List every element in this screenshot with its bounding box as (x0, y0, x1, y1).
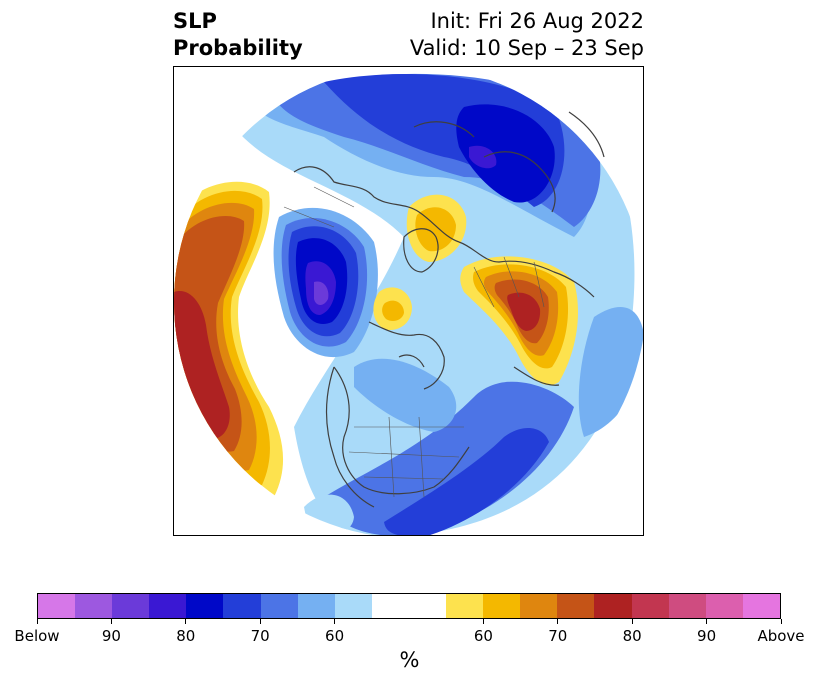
title-line-2: Probability (173, 36, 303, 60)
colorbar-swatch (705, 594, 743, 618)
title-line-1: SLP (173, 9, 217, 33)
colorbar-swatch (371, 594, 409, 618)
colorbar-swatch (223, 594, 261, 618)
colorbar-tick (706, 619, 708, 624)
coastlines (293, 111, 605, 508)
colorbar-ticks: Below 90 80 70 60 60 70 80 90 Above (0, 619, 819, 649)
map-svg (174, 67, 643, 535)
colorbar-unit: % (399, 648, 420, 672)
colorbar-tick (557, 619, 559, 624)
polar-probability-map (173, 66, 644, 536)
colorbar-swatch (260, 594, 298, 618)
colorbar-tick (185, 619, 187, 624)
colorbar-swatch (38, 594, 76, 618)
colorbar-tick-label: Below (14, 627, 60, 645)
colorbar-swatch (149, 594, 187, 618)
colorbar-tick (36, 619, 38, 624)
colorbar-swatch (112, 594, 150, 618)
colorbar-tick-label: 60 (473, 627, 493, 645)
colorbar-tick (631, 619, 633, 624)
colorbar-tick-label: 80 (176, 627, 196, 645)
colorbar-swatch (297, 594, 335, 618)
colorbar-swatch (75, 594, 113, 618)
colorbar-tick (110, 619, 112, 624)
colorbar-tick (482, 619, 484, 624)
colorbar-swatch (557, 594, 595, 618)
colorbar-swatch (334, 594, 372, 618)
colorbar-tick (780, 619, 782, 624)
colorbar-tick-label: 60 (325, 627, 345, 645)
colorbar-tick (259, 619, 261, 624)
colorbar-swatch (446, 594, 484, 618)
colorbar-swatch (631, 594, 669, 618)
colorbar-swatch (668, 594, 706, 618)
colorbar-swatch (742, 594, 780, 618)
probability-field (174, 67, 643, 535)
probability-colorbar (37, 593, 781, 619)
colorbar-swatch (483, 594, 521, 618)
colorbar-tick-label: 70 (250, 627, 270, 645)
colorbar-swatch (408, 594, 447, 618)
colorbar-tick-label: Above (757, 627, 805, 645)
chart-title: SLP Probability (173, 8, 303, 62)
colorbar-tick (334, 619, 336, 624)
forecast-dates: Init: Fri 26 Aug 2022 Valid: 10 Sep – 23… (410, 8, 644, 62)
colorbar-swatch (186, 594, 224, 618)
colorbar-swatch (594, 594, 632, 618)
init-date: Init: Fri 26 Aug 2022 (430, 9, 644, 33)
colorbar-tick-label: 70 (548, 627, 568, 645)
colorbar-tick-label: 90 (697, 627, 717, 645)
colorbar-swatch (520, 594, 558, 618)
country-borders (283, 186, 545, 498)
colorbar-tick-label: 90 (101, 627, 121, 645)
valid-range: Valid: 10 Sep – 23 Sep (409, 36, 644, 60)
colorbar-tick-label: 80 (622, 627, 642, 645)
